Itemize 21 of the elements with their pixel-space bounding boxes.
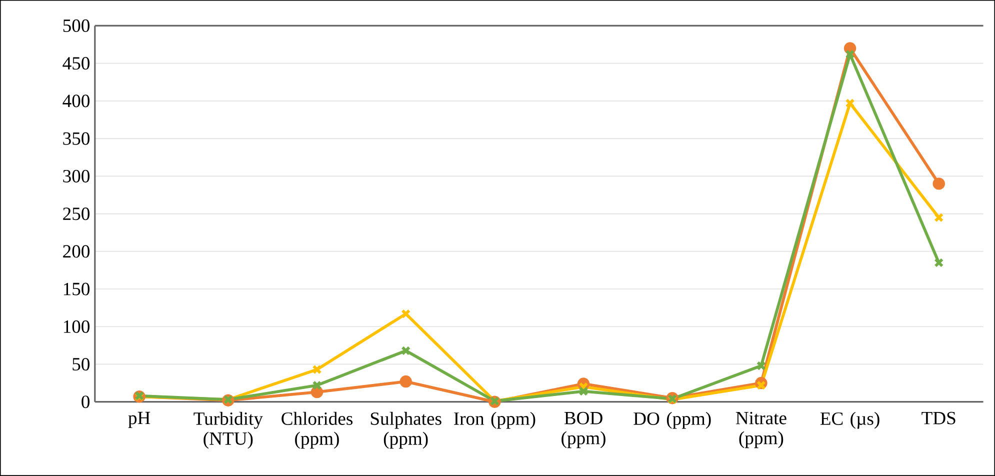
x-tick-label: Chlorides (ppm): [282, 412, 352, 449]
x-tick-label: TDS: [922, 412, 956, 424]
x-tick-label: pH: [128, 412, 150, 428]
y-tick-label: 100: [64, 320, 90, 333]
y-tick-label: 450: [62, 57, 90, 70]
y-tick-label: 200: [63, 245, 90, 258]
x-tick-label: Sulphates (ppm): [370, 412, 442, 449]
x-tick-label: Iron (ppm): [454, 412, 536, 429]
x-tick-label: Turbidity (NTU): [194, 412, 263, 449]
y-tick-label: 350: [63, 132, 90, 145]
y-tick-label: 400: [62, 94, 90, 108]
y-tick-label: 500: [63, 19, 90, 32]
x-tick-label: DO (ppm): [634, 412, 711, 429]
y-tick-label: 250: [63, 208, 90, 220]
x-tick-label: Nitrate (ppm): [736, 412, 786, 448]
y-tick-label: 50: [72, 358, 90, 371]
x-tick-label: EC (µs): [820, 412, 880, 429]
y-tick-label: 150: [64, 282, 90, 296]
y-tick-label: 0: [82, 396, 90, 408]
x-tick-label: BOD (ppm): [562, 412, 606, 448]
y-tick-label: 300: [63, 170, 90, 182]
